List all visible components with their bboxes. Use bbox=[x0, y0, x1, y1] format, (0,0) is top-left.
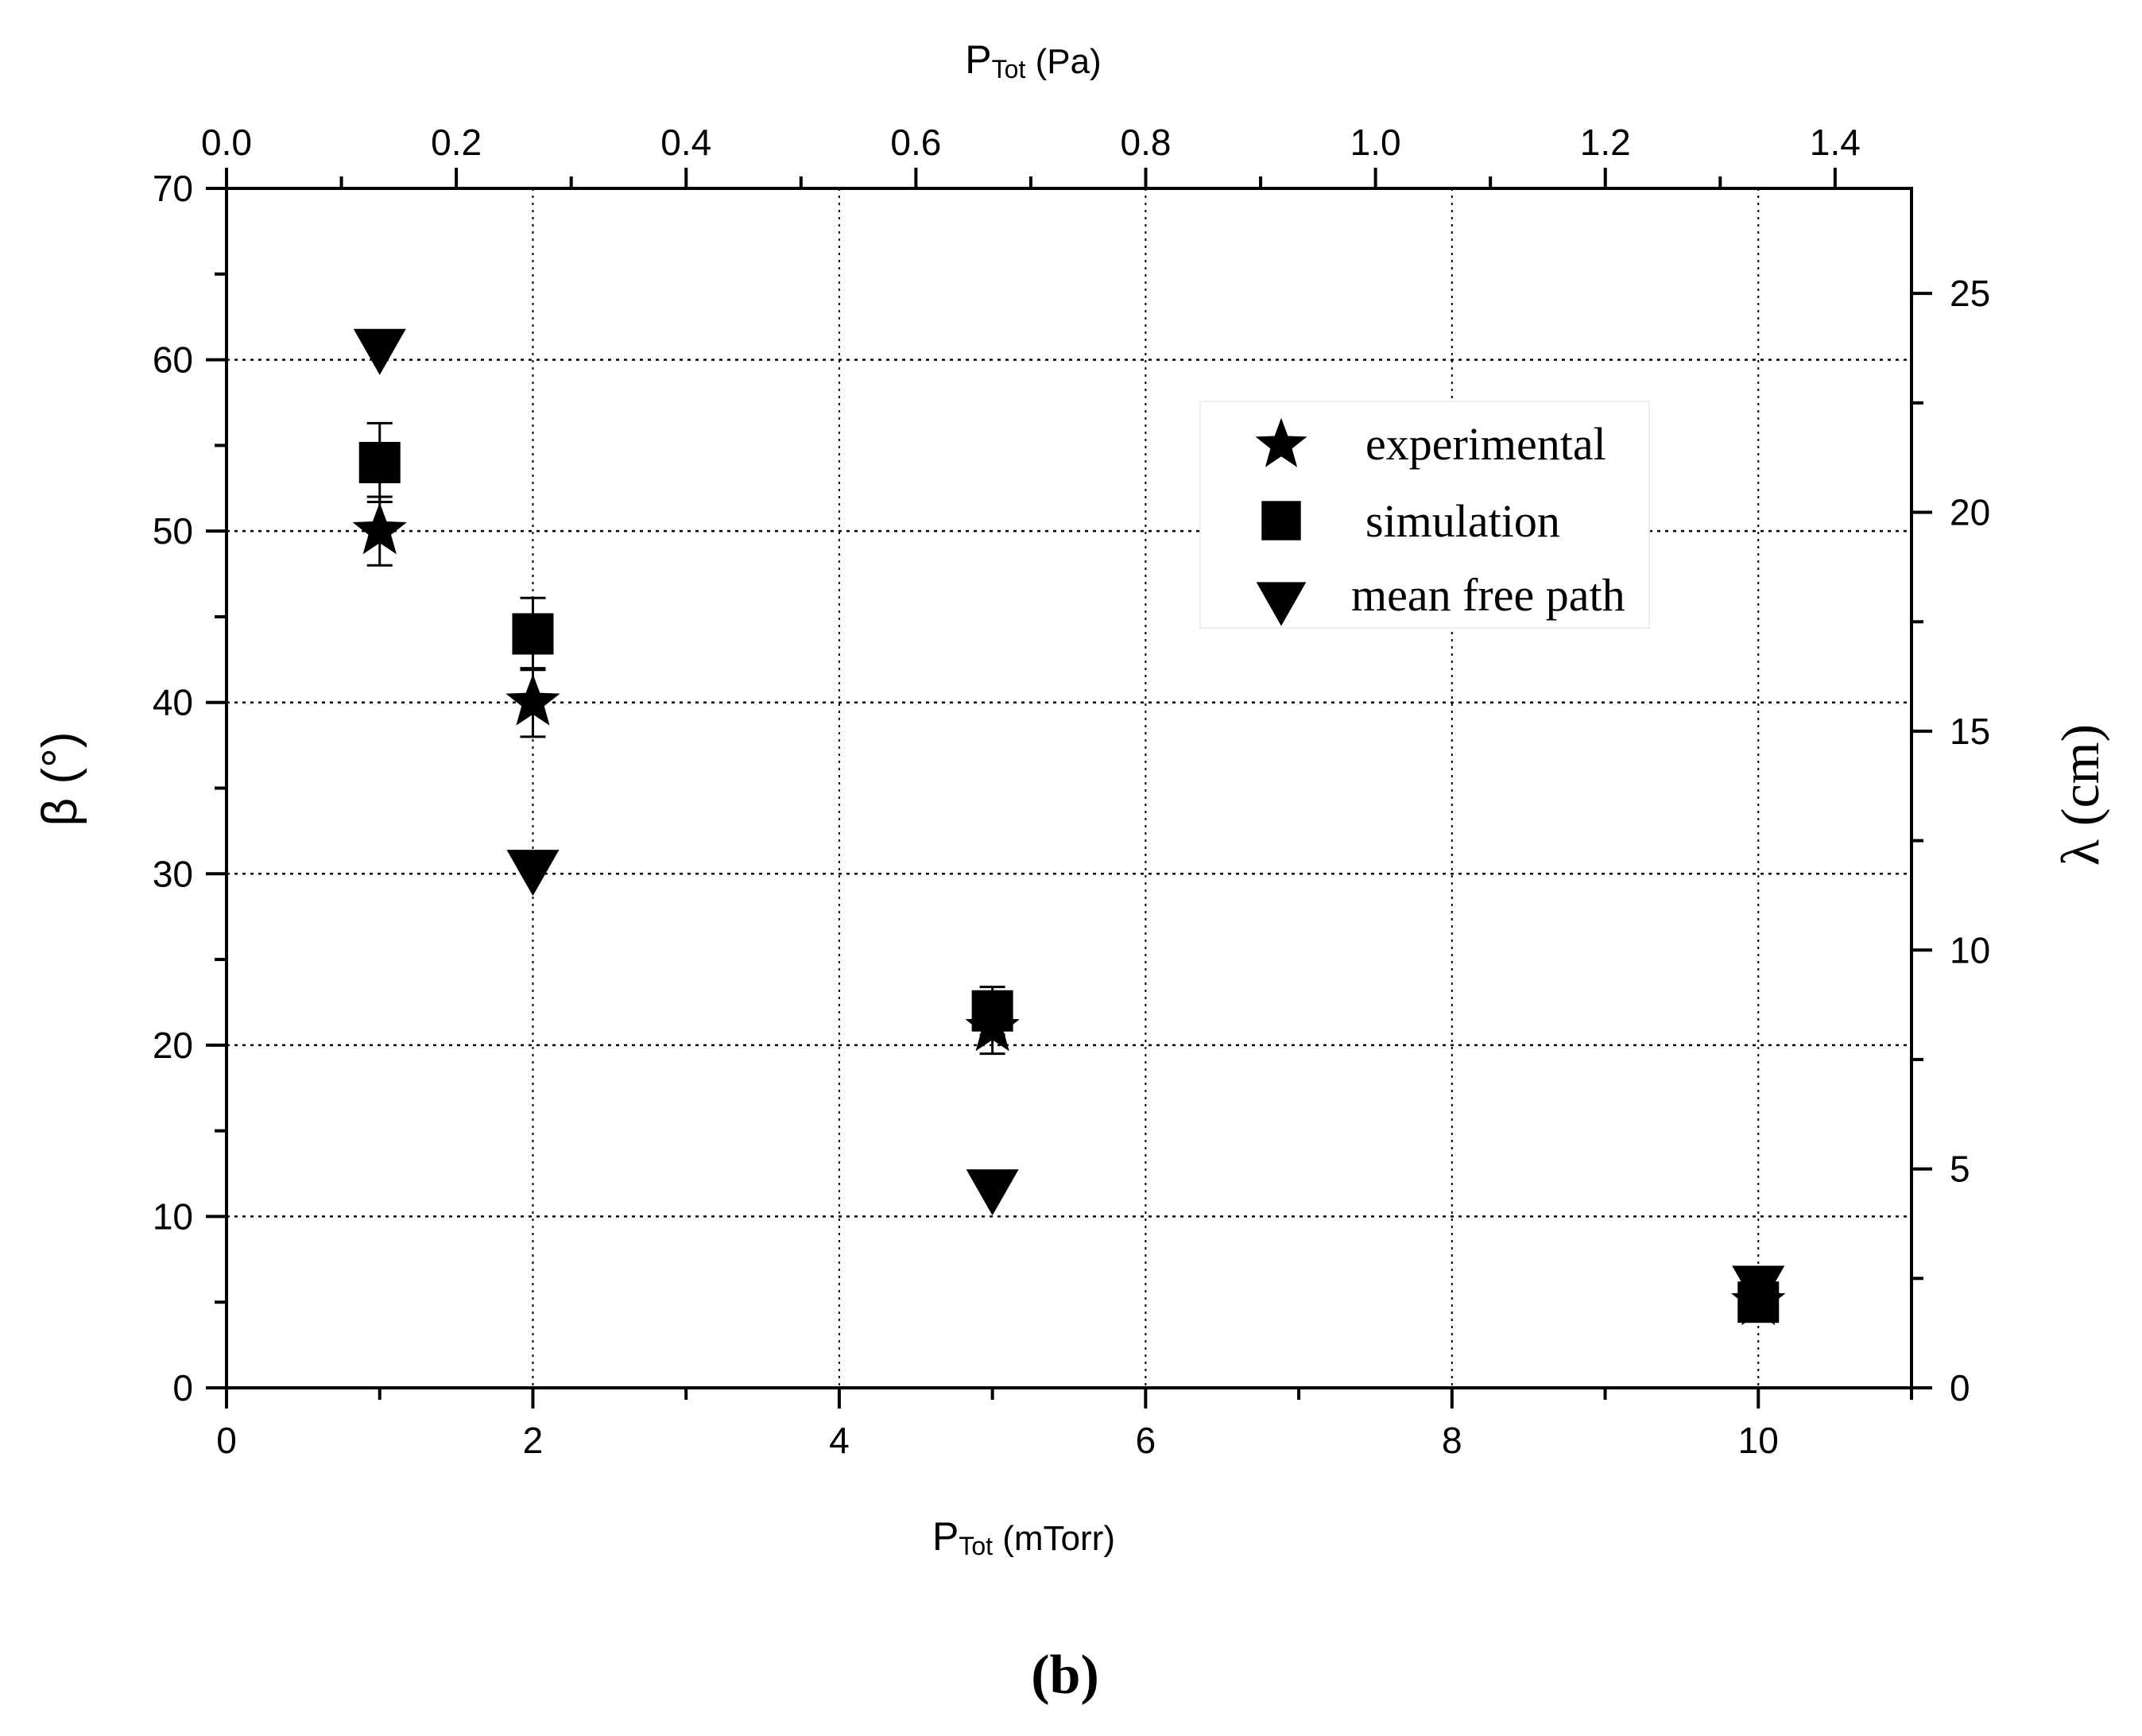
x-bottom-tick-label: 4 bbox=[829, 1420, 850, 1461]
legend-item-mean-free-path: mean free path bbox=[1256, 569, 1625, 626]
y-axis-left-title: β (°) bbox=[33, 732, 87, 827]
x-axis-top-title-unit: (Pa) bbox=[1025, 42, 1101, 81]
legend-triangle-down-marker bbox=[1256, 582, 1307, 626]
legend-label-mean-free-path: mean free path bbox=[1351, 569, 1625, 621]
x-bottom-tick-label: 2 bbox=[523, 1420, 544, 1461]
y-left-tick-label: 0 bbox=[172, 1367, 193, 1409]
x-top-tick-label: 0.2 bbox=[431, 122, 482, 163]
x-axis-bottom-title: PTot (mTorr) bbox=[932, 1514, 1115, 1560]
y-left-tick-label: 70 bbox=[153, 168, 193, 209]
y-left-tick-label: 50 bbox=[153, 510, 193, 552]
legend-item-experimental: experimental bbox=[1255, 417, 1606, 470]
simulation-marker bbox=[512, 613, 554, 655]
y-left-tick-label: 30 bbox=[153, 853, 193, 894]
mean-free-path-marker bbox=[966, 1169, 1019, 1216]
y-left-tick-label: 60 bbox=[153, 339, 193, 381]
mean-free-path-marker bbox=[506, 850, 560, 897]
y-right-tick-label: 0 bbox=[1950, 1367, 1970, 1409]
x-top-tick-label: 0.0 bbox=[201, 122, 252, 163]
y-left-tick-label: 10 bbox=[153, 1195, 193, 1237]
x-top-tick-label: 1.0 bbox=[1350, 122, 1401, 163]
tick-labels: 0 2 4 6 8 10 0.0 0.2 0.4 0.6 0.8 1.0 1.2 1.4 0 10 20 30 40… bbox=[153, 122, 1990, 1461]
legend-square-marker bbox=[1261, 501, 1301, 541]
x-top-tick-label: 0.6 bbox=[890, 122, 941, 163]
grid-lines bbox=[227, 188, 1912, 1388]
mean-free-path-marker bbox=[1732, 1265, 1785, 1312]
legend-star-icon bbox=[1255, 417, 1307, 467]
legend-label-simulation: simulation bbox=[1365, 495, 1560, 547]
y-right-tick-label: 20 bbox=[1950, 492, 1990, 533]
x-bottom-tick-label: 6 bbox=[1136, 1420, 1156, 1461]
experimental-marker bbox=[352, 502, 407, 555]
x-bottom-tick-label: 8 bbox=[1442, 1420, 1462, 1461]
y-right-tick-label: 15 bbox=[1950, 711, 1990, 752]
y-right-tick-label: 10 bbox=[1950, 929, 1990, 971]
legend-star-marker bbox=[1255, 417, 1307, 467]
x-axis-bottom-title-unit: (mTorr) bbox=[993, 1519, 1115, 1558]
x-axis-top-title: PTot (Pa) bbox=[965, 37, 1101, 83]
tick-marks bbox=[206, 168, 1932, 1409]
x-axis-top-title-main: P bbox=[965, 37, 991, 82]
x-top-tick-label: 0.8 bbox=[1121, 122, 1172, 163]
simulation-marker bbox=[971, 990, 1013, 1032]
x-axis-top-title-sub: Tot bbox=[992, 55, 1026, 83]
y-left-tick-label: 40 bbox=[153, 682, 193, 723]
y-left-tick-label: 20 bbox=[153, 1025, 193, 1066]
x-axis-bottom-title-main: P bbox=[932, 1514, 959, 1559]
legend-item-simulation: simulation bbox=[1261, 495, 1560, 547]
plot-frame bbox=[225, 187, 1913, 1389]
x-top-tick-label: 1.2 bbox=[1580, 122, 1631, 163]
x-bottom-tick-label: 10 bbox=[1738, 1420, 1779, 1461]
axes bbox=[225, 187, 1913, 1389]
figure-caption: (b) bbox=[1031, 1645, 1099, 1706]
legend-square-icon bbox=[1261, 501, 1301, 541]
x-top-tick-label: 1.4 bbox=[1810, 122, 1861, 163]
y-axis-right-title: λ (cm) bbox=[2050, 724, 2110, 866]
legend-triangle-down-icon bbox=[1256, 582, 1307, 626]
y-right-tick-label: 25 bbox=[1950, 273, 1990, 314]
x-bottom-tick-label: 0 bbox=[216, 1420, 237, 1461]
legend: experimental simulation mean free path bbox=[1199, 401, 1650, 629]
x-axis-bottom-title-sub: Tot bbox=[959, 1532, 993, 1560]
y-right-tick-label: 5 bbox=[1950, 1149, 1970, 1190]
simulation-marker bbox=[358, 441, 401, 483]
data-markers bbox=[352, 328, 1786, 1326]
mean-free-path-marker bbox=[353, 328, 406, 375]
x-top-tick-label: 0.4 bbox=[660, 122, 711, 163]
experimental-marker bbox=[505, 673, 560, 726]
legend-label-experimental: experimental bbox=[1365, 418, 1606, 470]
